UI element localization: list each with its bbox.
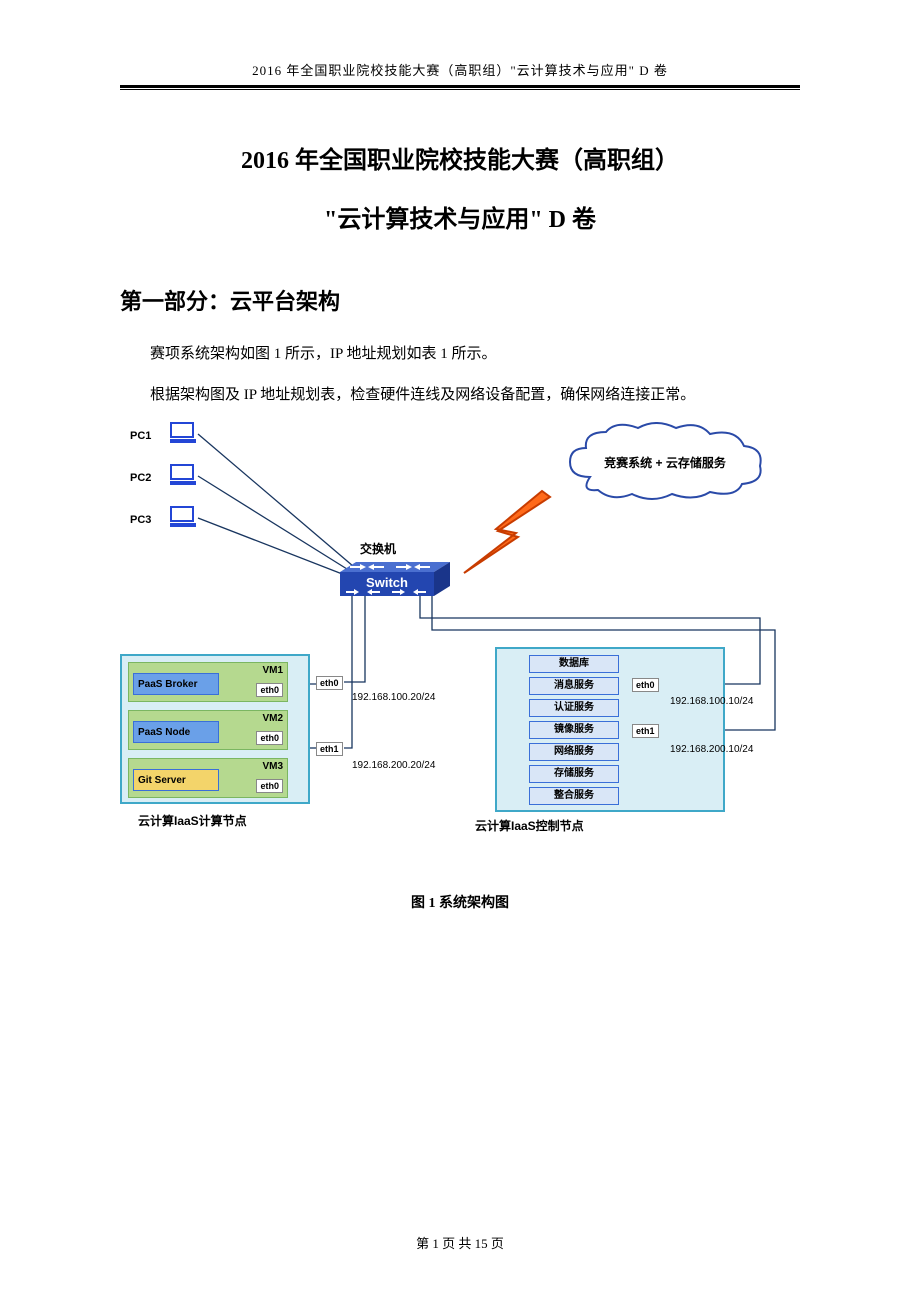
pc-icon-1 xyxy=(170,422,198,446)
architecture-diagram: PC1 PC2 PC3 竞赛系统 + 云存储服务 交换机 xyxy=(120,422,800,842)
vm-inner-service: PaaS Node xyxy=(133,721,219,743)
service-box-5: 存储服务 xyxy=(529,765,619,783)
lightning-icon xyxy=(450,487,560,577)
vm-label: VM2 xyxy=(262,713,283,724)
vm-box-vm1: VM1 PaaS Broker eth0 xyxy=(128,662,288,702)
control-node-box: 数据库消息服务认证服务镜像服务网络服务存储服务整合服务 xyxy=(495,647,725,812)
vm-eth-label: eth0 xyxy=(256,731,283,745)
vm-box-vm3: VM3 Git Server eth0 xyxy=(128,758,288,798)
vm-inner-service: PaaS Broker xyxy=(133,673,219,695)
pc-icon-2 xyxy=(170,464,198,488)
service-box-3: 镜像服务 xyxy=(529,721,619,739)
paragraph-2: 根据架构图及 IP 地址规划表，检查硬件连线及网络设备配置，确保网络连接正常。 xyxy=(120,379,800,412)
cloud-shape: 竞赛系统 + 云存储服务 xyxy=(560,422,770,502)
control-eth-eth0: eth0 xyxy=(632,678,659,692)
compute-eth-eth1: eth1 xyxy=(316,742,343,756)
vm-label: VM1 xyxy=(262,665,283,676)
switch-device: Switch xyxy=(340,562,450,596)
section-heading: 第一部分：云平台架构 xyxy=(120,284,800,316)
page-header: 2016 年全国职业院校技能大赛（高职组）"云计算技术与应用" D 卷 xyxy=(120,60,800,79)
control-node-caption: 云计算IaaS控制节点 xyxy=(475,817,584,834)
paragraph-1: 赛项系统架构如图 1 所示，IP 地址规划如表 1 所示。 xyxy=(120,338,800,371)
pc-label-3: PC3 xyxy=(130,514,151,526)
switch-text: Switch xyxy=(366,575,408,590)
title-line-2: "云计算技术与应用" D 卷 xyxy=(120,199,800,234)
service-box-6: 整合服务 xyxy=(529,787,619,805)
pc-icon-3 xyxy=(170,506,198,530)
compute-node-box: VM1 PaaS Broker eth0 VM2 PaaS Node eth0 VM3 Git… xyxy=(120,654,310,804)
header-rule-thick xyxy=(120,85,800,88)
compute-node-caption: 云计算IaaS计算节点 xyxy=(138,812,247,829)
title-line-1: 2016 年全国职业院校技能大赛（高职组） xyxy=(120,140,800,175)
cloud-label: 竞赛系统 + 云存储服务 xyxy=(560,454,770,471)
compute-eth-eth0: eth0 xyxy=(316,676,343,690)
figure-caption: 图 1 系统架构图 xyxy=(120,892,800,912)
pc-label-2: PC2 xyxy=(130,472,151,484)
service-box-4: 网络服务 xyxy=(529,743,619,761)
service-box-1: 消息服务 xyxy=(529,677,619,695)
vm-label: VM3 xyxy=(262,761,283,772)
vm-eth-label: eth0 xyxy=(256,779,283,793)
vm-inner-service: Git Server xyxy=(133,769,219,791)
page-footer: 第 1 页 共 15 页 xyxy=(0,1233,920,1252)
service-box-0: 数据库 xyxy=(529,655,619,673)
control-eth-eth1: eth1 xyxy=(632,724,659,738)
control-ip-1: 192.168.200.10/24 xyxy=(670,744,753,755)
switch-label: 交换机 xyxy=(360,540,396,557)
header-rule-thin xyxy=(120,89,800,90)
compute-ip-1: 192.168.200.20/24 xyxy=(352,760,435,771)
control-ip-0: 192.168.100.10/24 xyxy=(670,696,753,707)
vm-box-vm2: VM2 PaaS Node eth0 xyxy=(128,710,288,750)
compute-ip-0: 192.168.100.20/24 xyxy=(352,692,435,703)
vm-eth-label: eth0 xyxy=(256,683,283,697)
service-box-2: 认证服务 xyxy=(529,699,619,717)
pc-label-1: PC1 xyxy=(130,430,151,442)
